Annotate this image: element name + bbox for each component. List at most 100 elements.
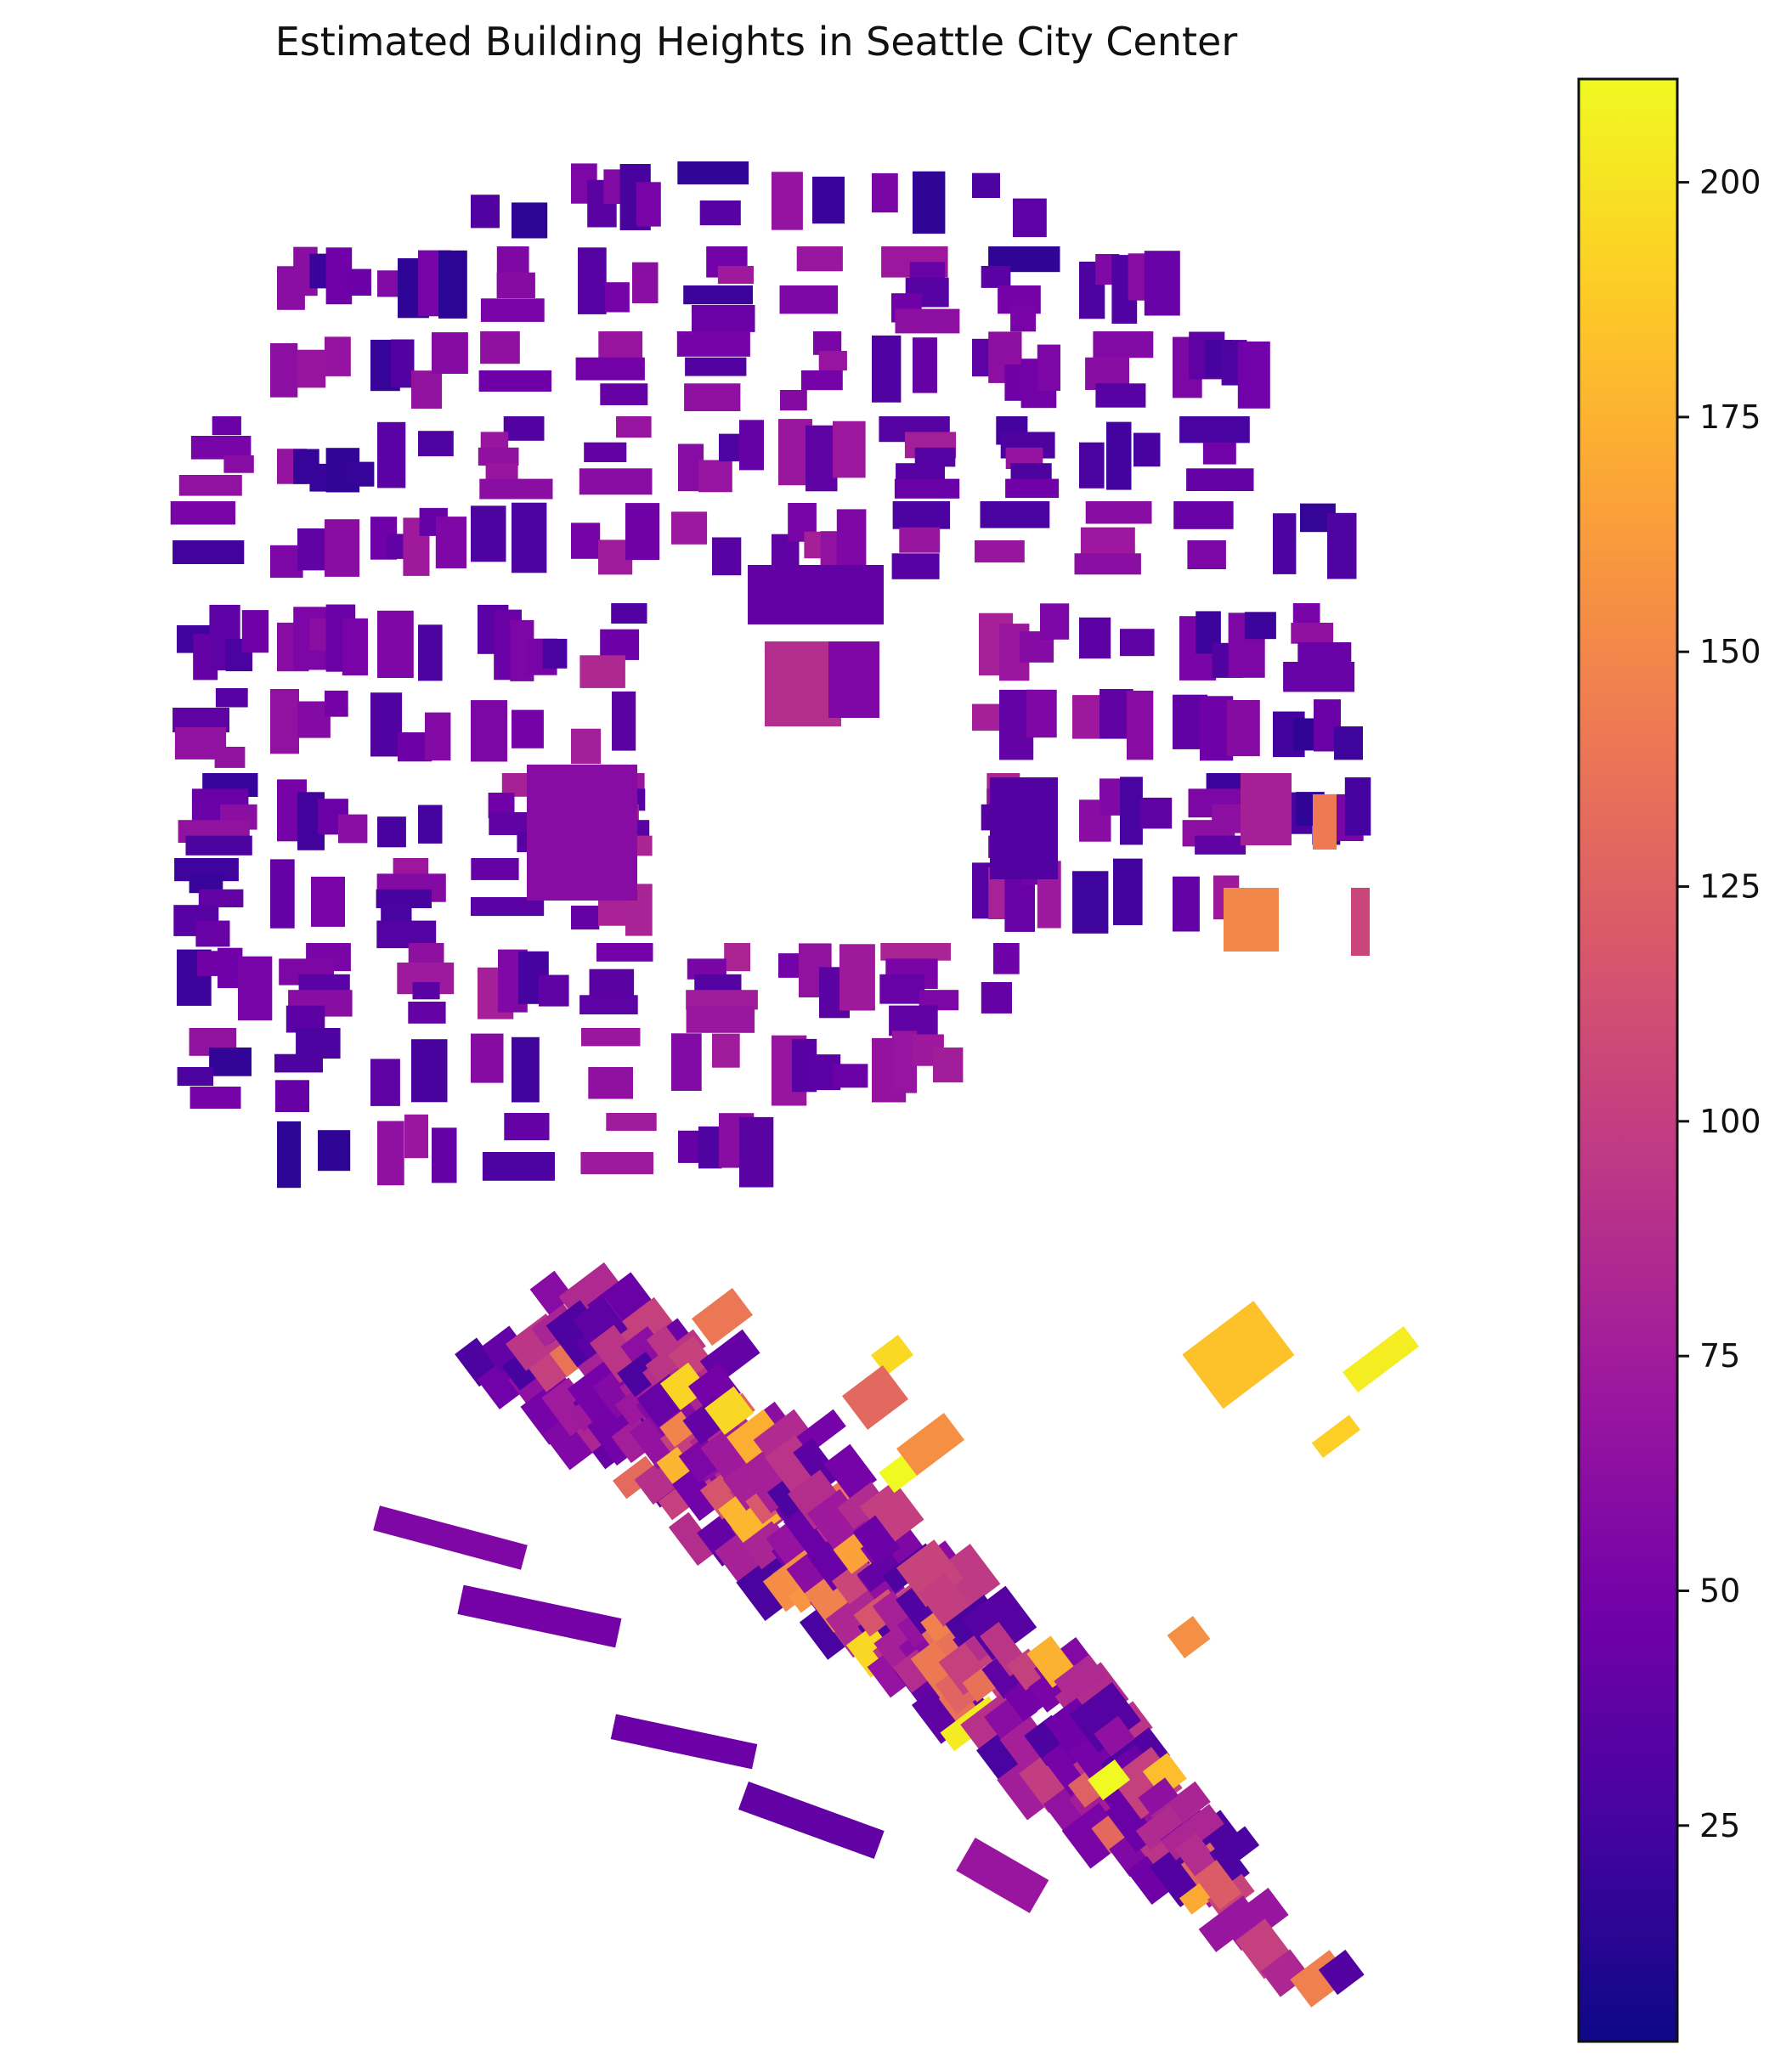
building (1006, 1648, 1049, 1691)
building (1093, 331, 1154, 359)
building (698, 1126, 722, 1169)
building (610, 1714, 758, 1770)
building (856, 1550, 902, 1592)
building (408, 1002, 446, 1024)
building (480, 331, 520, 364)
building (739, 420, 764, 471)
building (712, 537, 742, 576)
building (527, 765, 637, 901)
building (1135, 1805, 1184, 1850)
building (1120, 777, 1143, 845)
building (686, 990, 758, 1010)
building (195, 920, 230, 947)
building (373, 1505, 528, 1570)
building (1244, 612, 1276, 640)
building (859, 1480, 924, 1546)
building (270, 689, 299, 754)
building (277, 1121, 302, 1189)
building (435, 517, 466, 568)
building (1241, 773, 1292, 845)
building (438, 250, 467, 319)
building (1186, 468, 1254, 491)
building (1313, 794, 1337, 850)
building (578, 247, 607, 314)
building-footprints (170, 161, 1419, 2008)
building (880, 943, 951, 961)
building (376, 889, 432, 908)
building (975, 540, 1025, 563)
building (512, 502, 547, 573)
building (512, 202, 548, 239)
building (879, 974, 925, 1004)
building (512, 709, 544, 748)
building (1138, 1777, 1179, 1816)
building (704, 1386, 755, 1435)
building (677, 161, 749, 185)
building (1224, 888, 1279, 952)
building (418, 624, 443, 681)
building (1318, 1949, 1365, 1996)
building (739, 1116, 774, 1188)
colorbar-tick-label: 75 (1699, 1337, 1740, 1375)
building (270, 343, 298, 398)
building (692, 305, 755, 332)
building (1194, 1860, 1242, 1910)
building (297, 528, 330, 571)
building (1010, 305, 1037, 332)
building (432, 1127, 457, 1183)
building (981, 266, 1011, 288)
building (496, 272, 535, 298)
building (872, 172, 898, 213)
building (471, 897, 545, 917)
building (471, 1033, 504, 1083)
building (894, 478, 960, 499)
building (482, 1152, 555, 1181)
building (580, 1152, 653, 1175)
building (671, 1033, 702, 1091)
colorbar-tick-label: 100 (1699, 1103, 1761, 1140)
building (471, 858, 519, 880)
building (325, 336, 351, 376)
building (828, 641, 879, 718)
building (606, 1113, 657, 1132)
building (616, 416, 652, 438)
building (342, 268, 371, 296)
building (297, 349, 326, 388)
building (918, 1573, 970, 1627)
building (411, 370, 443, 409)
building (501, 1352, 540, 1391)
building (425, 712, 451, 761)
building (600, 383, 648, 405)
building (841, 1364, 909, 1431)
building (1161, 1804, 1224, 1861)
building (1260, 1949, 1310, 1997)
building (818, 351, 847, 371)
building (274, 1053, 323, 1073)
building (579, 655, 625, 688)
building (779, 285, 839, 314)
building (1095, 383, 1146, 408)
building (839, 944, 875, 1011)
building (1069, 1682, 1141, 1754)
building (377, 1121, 404, 1186)
building (418, 805, 443, 844)
building (980, 501, 1050, 528)
building (981, 982, 1012, 1014)
building (584, 442, 627, 462)
building (933, 1048, 964, 1083)
building (1311, 1415, 1360, 1459)
building (823, 1443, 878, 1500)
colorbar-ticks: 25 50 75 100 125 150 175 200 (1677, 164, 1761, 1844)
building (215, 688, 248, 708)
colorbar-tick-label: 50 (1699, 1572, 1740, 1609)
building (1142, 1753, 1187, 1798)
building (812, 176, 845, 224)
building (684, 383, 741, 411)
building (471, 195, 500, 229)
building (1054, 1654, 1106, 1703)
building (780, 390, 807, 411)
building (686, 1005, 755, 1033)
building (738, 1781, 885, 1859)
building (480, 298, 545, 322)
building (1037, 344, 1060, 391)
